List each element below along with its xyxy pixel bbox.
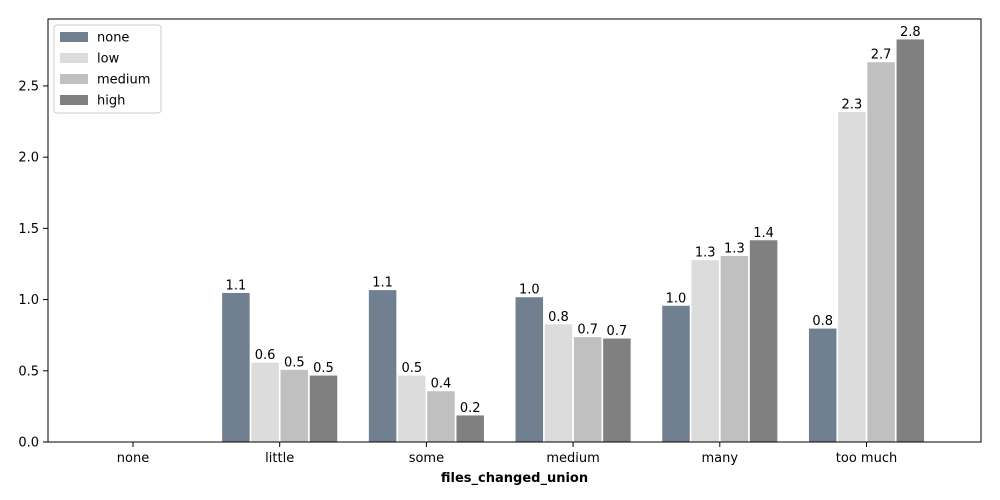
data-label: 1.1	[226, 278, 247, 293]
data-label: 1.3	[724, 241, 745, 256]
data-label: 0.7	[577, 323, 598, 338]
data-label: 0.8	[812, 314, 833, 329]
data-label: 1.3	[695, 246, 716, 261]
bar-low-many	[690, 259, 720, 443]
data-label: 0.5	[284, 355, 305, 370]
data-labels-layer: 1.1 1.1 1.0 1.0 0.8 0.6 0.5 0.8 1.3 2.3 0.5 0.4 0.7 1…	[226, 25, 921, 416]
data-label: 0.4	[431, 377, 452, 392]
legend: none low medium high	[53, 24, 162, 114]
bar-high-too-much	[895, 38, 926, 443]
y-axis: 0.0 0.5 1.0 1.5 2.0 2.5	[18, 79, 48, 451]
legend-swatch-high	[60, 95, 88, 105]
bar-none-medium	[514, 296, 545, 443]
data-label: 0.7	[607, 324, 628, 339]
legend-label-medium: medium	[97, 73, 150, 88]
bar-low-medium	[543, 323, 574, 443]
x-tick-label: many	[702, 451, 739, 466]
data-label: 2.8	[900, 25, 921, 40]
data-label: 0.5	[401, 361, 422, 376]
bars-layer	[221, 38, 926, 443]
data-label: 0.6	[255, 348, 276, 363]
y-tick-label: 1.0	[18, 293, 39, 308]
x-tick-label: medium	[546, 451, 599, 466]
x-tick-label: too much	[836, 451, 897, 466]
legend-swatch-none	[60, 32, 88, 42]
bar-medium-medium	[572, 336, 603, 443]
legend-label-high: high	[97, 94, 125, 109]
data-label: 0.5	[313, 361, 334, 376]
bar-high-medium	[602, 337, 632, 443]
legend-label-low: low	[97, 52, 120, 67]
bar-high-some	[455, 414, 485, 443]
data-label: 1.0	[519, 283, 540, 298]
data-label: 0.2	[460, 401, 481, 416]
bar-low-some	[397, 374, 427, 443]
data-label: 1.4	[753, 226, 774, 241]
y-tick-label: 2.5	[18, 79, 39, 94]
plot-frame	[47, 18, 982, 443]
bar-none-too-much	[807, 327, 838, 443]
data-label: 0.8	[548, 310, 569, 325]
x-tick-label: none	[117, 451, 149, 466]
data-label: 1.0	[666, 291, 687, 306]
x-axis: none little some medium many too much	[117, 442, 897, 466]
bar-low-little	[250, 361, 280, 443]
data-label: 2.7	[871, 48, 892, 63]
x-tick-label: some	[409, 451, 444, 466]
y-tick-label: 2.0	[18, 151, 39, 166]
bar-high-many	[748, 239, 779, 443]
bar-low-too-much	[837, 111, 867, 443]
bar-medium-some	[426, 390, 456, 443]
legend-swatch-low	[60, 53, 88, 63]
y-tick-label: 0.0	[18, 436, 39, 451]
x-tick-label: little	[265, 451, 294, 466]
x-axis-title: files_changed_union	[441, 471, 588, 486]
bar-high-little	[308, 374, 339, 443]
legend-box	[53, 24, 162, 114]
legend-swatch-medium	[60, 74, 88, 84]
bar-medium-too-much	[866, 61, 896, 443]
bar-none-many	[661, 304, 691, 443]
legend-label-none: none	[97, 31, 129, 46]
bar-none-little	[221, 291, 251, 443]
bar-none-some	[367, 289, 398, 443]
bar-medium-little	[279, 368, 310, 443]
y-tick-label: 0.5	[18, 364, 39, 379]
data-label: 2.3	[842, 98, 863, 113]
data-label: 1.1	[372, 276, 393, 291]
y-tick-label: 1.5	[18, 222, 39, 237]
bar-medium-many	[719, 254, 750, 443]
